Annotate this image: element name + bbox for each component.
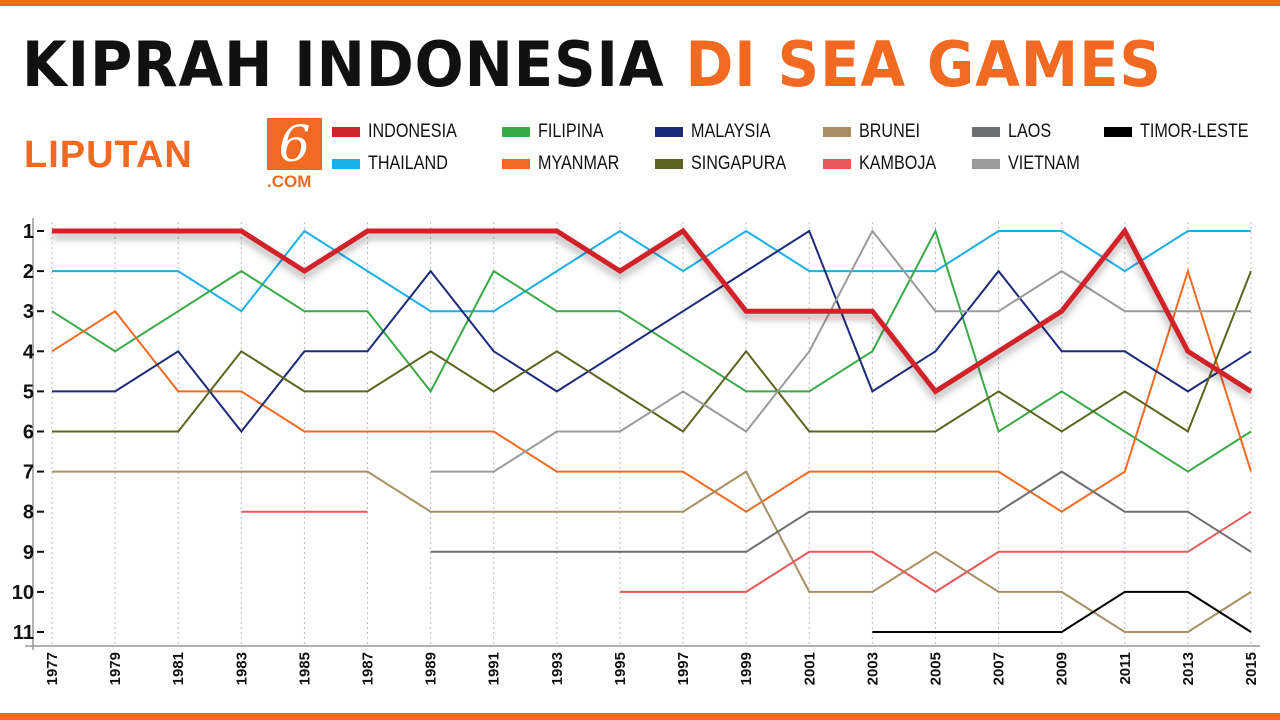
x-tick-label: 2011 (1117, 652, 1134, 685)
logo-domain: .COM (267, 172, 312, 191)
y-tick-label: 3 (23, 301, 34, 323)
legend-swatch (823, 159, 851, 169)
x-tick-label: 2007 (991, 652, 1008, 685)
liputan6-logo: LIPUTAN 6 .COM (24, 118, 322, 193)
x-tick-label: 1993 (549, 652, 566, 685)
x-tick-label: 2001 (801, 652, 818, 685)
legend-label: THAILAND (368, 153, 448, 174)
legend-item: VIETNAM (972, 153, 1092, 174)
legend-item: MYANMAR (502, 153, 634, 174)
title-part-1: KIPRAH INDONESIA (22, 28, 665, 101)
x-tick-label: 1999 (738, 652, 755, 685)
legend-label: FILIPINA (538, 121, 604, 142)
legend-label: INDONESIA (368, 121, 457, 142)
x-tick-label: 1995 (612, 652, 629, 685)
x-tick-label: 1985 (296, 652, 313, 685)
legend-item: FILIPINA (502, 121, 615, 142)
legend-swatch (972, 127, 1000, 137)
legend-item: THAILAND (332, 153, 462, 174)
legend-label: MALAYSIA (691, 121, 771, 142)
logo-text: LIPUTAN (24, 134, 193, 176)
y-tick-label: 10 (12, 582, 34, 604)
y-tick-label: 1 (23, 221, 34, 243)
series-line-vietnam (430, 229, 1251, 473)
x-tick-label: 2003 (864, 652, 881, 685)
top-accent-bar (0, 0, 1280, 6)
x-tick-label: 1991 (486, 652, 503, 685)
legend-swatch (1104, 127, 1132, 137)
legend-label: VIETNAM (1008, 153, 1080, 174)
title-part-2: DI SEA GAMES (685, 28, 1162, 101)
legend-label: MYANMAR (538, 153, 620, 174)
legend-item: KAMBOJA (823, 153, 950, 174)
x-tick-label: 1983 (233, 652, 250, 685)
legend-swatch (972, 159, 1000, 169)
x-tick-label: 2009 (1054, 652, 1071, 685)
series-line-brunei (52, 470, 1252, 633)
logo-mark: 6 (267, 118, 322, 170)
x-tick-label: 1989 (423, 652, 440, 685)
legend-item: SINGAPURA (655, 153, 803, 174)
series-line-malaysia (52, 229, 1252, 434)
legend-swatch (332, 127, 360, 137)
legend-item: MALAYSIA (655, 121, 785, 142)
y-tick-label: 11 (13, 622, 34, 644)
legend-label: LAOS (1008, 121, 1052, 142)
legend-swatch (502, 159, 530, 169)
legend-swatch (655, 159, 683, 169)
legend-item: LAOS (972, 121, 1059, 142)
x-tick-label: 1987 (360, 652, 377, 685)
legend-swatch (332, 159, 360, 169)
x-tick-label: 2005 (927, 652, 944, 685)
y-tick-label: 6 (23, 422, 34, 444)
chart-title: KIPRAH INDONESIA DI SEA GAMES (22, 30, 1162, 100)
series-line-indonesia (52, 226, 1253, 395)
legend-label: KAMBOJA (859, 153, 937, 174)
series-line-myanmar (51, 267, 1252, 513)
legend-item: BRUNEI (823, 121, 931, 142)
y-tick-label: 4 (23, 341, 35, 363)
legend-label: SINGAPURA (691, 153, 787, 174)
x-tick-label: 2015 (1243, 652, 1260, 685)
legend-label: BRUNEI (859, 121, 921, 142)
x-tick-label: 1979 (107, 652, 124, 685)
legend-label: TIMOR-LESTE (1140, 121, 1249, 142)
legend-swatch (655, 127, 683, 137)
series-line-kamboja (619, 510, 1252, 594)
x-tick-label: 1997 (675, 652, 692, 685)
legend-swatch (502, 127, 530, 137)
y-tick-label: 5 (23, 381, 34, 403)
bottom-accent-bar (0, 713, 1280, 720)
x-tick-label: 1981 (170, 652, 187, 685)
y-tick-label: 9 (23, 542, 34, 564)
y-tick-label: 2 (23, 261, 34, 283)
legend-swatch (823, 127, 851, 137)
series-line-laos (430, 470, 1252, 553)
legend-item: TIMOR-LESTE (1104, 121, 1268, 142)
series-line-timor-leste (872, 590, 1252, 633)
y-tick-label: 8 (23, 502, 34, 524)
y-tick-label: 7 (23, 462, 34, 484)
x-tick-label: 1977 (44, 652, 61, 685)
x-tick-label: 2013 (1180, 652, 1197, 685)
legend-item: INDONESIA (332, 121, 473, 142)
